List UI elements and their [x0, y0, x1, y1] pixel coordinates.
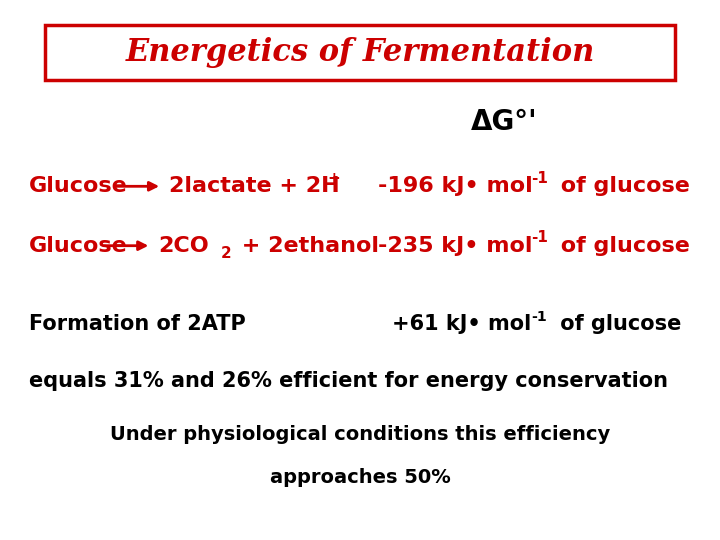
Text: Energetics of Fermentation: Energetics of Fermentation [125, 37, 595, 68]
Text: 2: 2 [220, 246, 231, 261]
Text: of glucose: of glucose [553, 314, 681, 334]
Text: Formation of 2ATP: Formation of 2ATP [29, 314, 246, 334]
Text: approaches 50%: approaches 50% [269, 468, 451, 488]
Text: Glucose: Glucose [29, 235, 127, 256]
Text: of glucose: of glucose [553, 176, 690, 197]
Text: +61 kJ• mol: +61 kJ• mol [392, 314, 531, 334]
Text: of glucose: of glucose [553, 235, 690, 256]
Text: -235 kJ• mol: -235 kJ• mol [378, 235, 533, 256]
Text: ΔG°': ΔG°' [471, 107, 537, 136]
Text: Under physiological conditions this efficiency: Under physiological conditions this effi… [110, 425, 610, 444]
Text: + 2ethanol: + 2ethanol [234, 235, 379, 256]
FancyBboxPatch shape [45, 25, 675, 80]
Text: -196 kJ• mol: -196 kJ• mol [378, 176, 533, 197]
Text: -1: -1 [531, 171, 548, 186]
Text: 2lactate + 2H: 2lactate + 2H [169, 176, 340, 197]
Text: -1: -1 [531, 310, 547, 324]
Text: -1: -1 [531, 230, 548, 245]
Text: +: + [328, 171, 341, 186]
Text: Glucose: Glucose [29, 176, 127, 197]
Text: 2CO: 2CO [158, 235, 209, 256]
Text: equals 31% and 26% efficient for energy conservation: equals 31% and 26% efficient for energy … [29, 370, 668, 391]
